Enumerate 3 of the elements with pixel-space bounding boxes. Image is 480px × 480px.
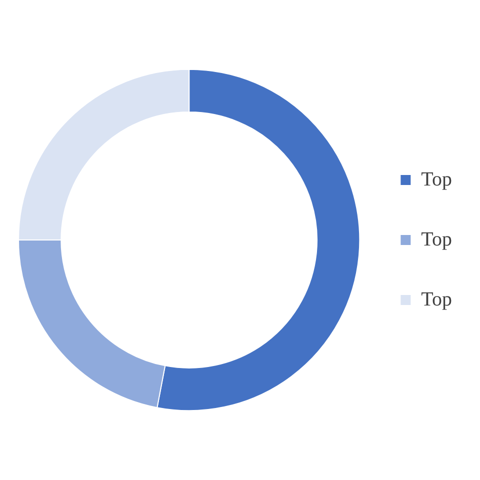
legend-label: Top (421, 288, 452, 310)
legend-label: Top (421, 168, 452, 190)
legend-label: Top (421, 228, 452, 250)
